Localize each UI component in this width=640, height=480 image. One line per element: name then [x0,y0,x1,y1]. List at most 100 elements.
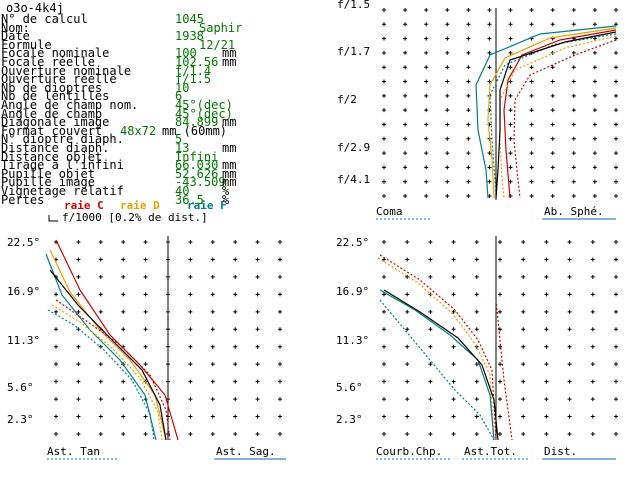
grid-tick [445,22,450,27]
grid-tick [550,151,555,156]
grid-tick [382,362,386,367]
sph-curve-f [489,33,617,199]
grid-tick [76,309,81,314]
grid-tick [571,151,576,156]
param-unit: % [222,184,230,198]
grid-tick [382,344,386,349]
grid-tick [76,432,81,436]
grid-tick [466,136,471,141]
grid-tick [382,292,386,297]
grid-tick [233,240,238,244]
grid-tick [529,65,534,70]
grid-tick [614,397,618,402]
grid-tick [474,292,479,297]
param-value: Saphir [199,20,243,35]
param-label: Focale réelle [1,55,95,69]
grid-tick [550,8,555,12]
param-unit: mm [222,115,237,130]
grid-tick [121,257,126,262]
grid-tick [614,93,618,98]
param-label: Nb de lentilles [1,89,110,104]
grid-tick [98,257,103,262]
grid-tick [466,50,471,55]
grid-tick [508,65,513,70]
grid-tick [592,165,597,170]
grid-tick [451,344,456,349]
grid-tick [428,397,433,402]
param-value: 45°(dec) [175,106,233,121]
param-value: 12/21 [199,37,236,52]
param-value: 66.030 [175,158,219,173]
ast-tan-f [45,253,157,441]
grid-tick [544,274,549,279]
grid-tick [614,414,618,419]
grid-tick [405,257,410,262]
grid-tick [550,79,555,84]
grid-tick [121,397,126,402]
y-tick-label: f/2 [337,93,357,106]
grid-tick [233,292,238,297]
grid-tick [428,414,433,419]
grid-tick [278,432,282,436]
grid-tick [451,397,456,402]
grid-tick [255,257,260,262]
grid-tick [121,432,126,436]
grid-tick [498,292,502,297]
grid-tick [592,22,597,27]
grid-tick [54,327,58,332]
grid-tick [188,257,193,262]
grid-tick [403,8,408,12]
grid-tick [614,274,618,279]
field-curvature-label: Courb.Chp. [376,445,442,458]
grid-tick [54,414,58,419]
grid-tick [451,240,456,244]
param-label: Format couvert [1,123,103,138]
param-label: N° dioptre diaph. [1,132,124,147]
grid-tick [143,292,148,297]
coma-curve-f [475,25,617,199]
grid-tick [614,151,618,156]
grid-tick [445,8,450,12]
y-tick-label: f/2.9 [337,141,370,154]
grid-tick [424,22,429,27]
grid-tick [592,122,597,127]
grid-tick [567,432,572,436]
grid-tick [278,362,282,367]
grid-tick [544,397,549,402]
grid-tick [233,414,238,419]
param-label: Vignetage relatif [1,184,124,198]
grid-tick [98,432,103,436]
y-tick-label: 2.3° [7,413,34,426]
grid-tick [403,179,408,184]
grid-tick [592,179,597,184]
legend-raie-d: raie D [120,199,160,212]
grid-tick [428,362,433,367]
grid-tick [590,257,595,262]
param-label: Diagonale image [1,115,110,130]
grid-tick [498,432,502,436]
param-label: Nb de dioptres [1,80,103,95]
grid-tick [98,397,103,402]
grid-tick [487,22,492,27]
grid-tick [382,50,386,55]
grid-tick [590,292,595,297]
y-tick-label: 16.9° [7,285,40,298]
grid-tick [278,344,282,349]
grid-tick [233,362,238,367]
grid-tick [382,327,386,332]
window-title: o3o-4k4j [6,1,64,15]
grid-tick [487,36,492,41]
grid-tick [544,327,549,332]
grid-tick [614,432,618,436]
grid-tick [188,274,193,279]
grid-tick [529,93,534,98]
grid-tick [424,108,429,113]
grid-tick [445,108,450,113]
grid-tick [445,122,450,127]
grid-tick [188,414,193,419]
grid-tick [403,136,408,141]
param-value: f/1.4 [175,63,212,78]
grid-tick [466,36,471,41]
param-unit: mm [222,166,237,181]
grid-tick [382,65,386,70]
